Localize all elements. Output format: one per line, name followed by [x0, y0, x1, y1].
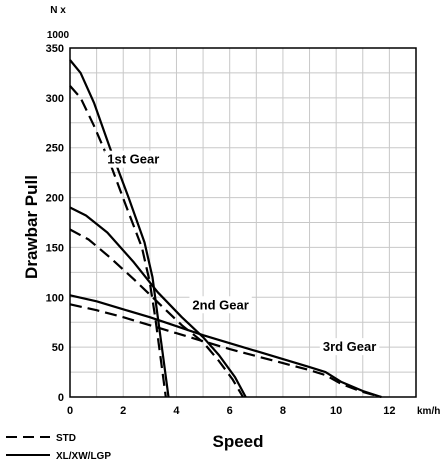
y-tick-label: 300	[46, 93, 64, 105]
series-line-xl-0	[70, 60, 169, 397]
x-tick-label: 4	[173, 405, 180, 417]
x-tick-label: 6	[227, 405, 233, 417]
y-axis-ticks: 0 50 100 150 200 250 300 350	[46, 43, 64, 404]
x-axis-title: Speed	[212, 432, 263, 451]
x-tick-label: 2	[120, 405, 126, 417]
y-tick-label: 350	[46, 43, 64, 55]
x-tick-label: 10	[330, 405, 342, 417]
gear-label-2: 2nd Gear	[192, 297, 248, 312]
x-unit: km/h	[417, 406, 440, 417]
y-tick-label: 200	[46, 193, 64, 205]
series-line-std-1	[70, 86, 166, 397]
y-unit-line1: N x	[50, 5, 66, 16]
y-tick-label: 0	[58, 392, 64, 404]
y-tick-label: 100	[46, 292, 64, 304]
x-tick-label: 8	[280, 405, 286, 417]
y-unit-line2: 1000	[47, 30, 70, 41]
y-tick-label: 150	[46, 242, 64, 254]
legend: STD XL/XW/LGP	[6, 433, 111, 462]
gear-label-3: 3rd Gear	[323, 339, 376, 354]
legend-label-std: STD	[56, 433, 76, 444]
x-tick-label: 0	[67, 405, 73, 417]
y-tick-label: 50	[52, 342, 64, 354]
y-tick-label: 250	[46, 143, 64, 155]
x-tick-label: 12	[383, 405, 395, 417]
x-axis-ticks: 0 2 4 6 8 10 12	[67, 405, 396, 417]
y-axis-title: Drawbar Pull	[22, 175, 41, 279]
legend-label-xl: XL/XW/LGP	[56, 451, 111, 462]
gear-label-1: 1st Gear	[107, 152, 159, 167]
